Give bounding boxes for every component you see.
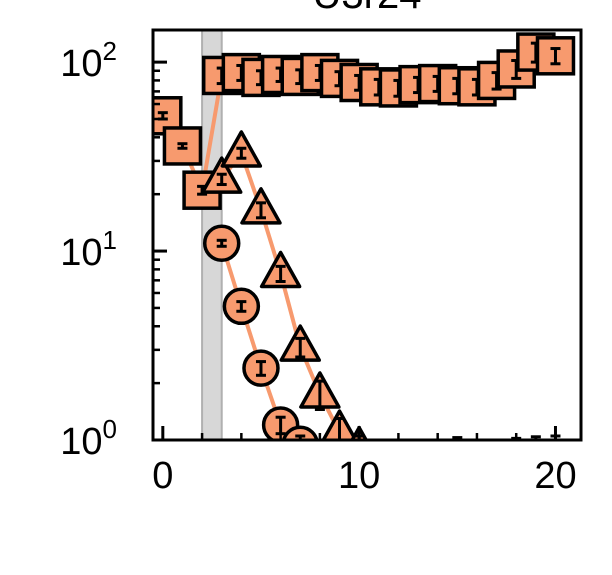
x-tick-label: 10 xyxy=(338,455,380,497)
circle-marker xyxy=(281,425,319,440)
triangle-errorbar xyxy=(275,264,286,284)
circle-errorbar xyxy=(216,238,227,248)
triangle-errorbar xyxy=(314,379,325,412)
triangle-errorbar xyxy=(334,416,345,440)
x-tick-label: 20 xyxy=(534,455,576,497)
y-tick-label: 102 xyxy=(60,36,117,85)
chart-title: U3r24 xyxy=(313,0,422,17)
bare-errorbar xyxy=(452,436,463,440)
triangle-errorbar xyxy=(236,146,247,160)
bare-errorbar xyxy=(530,435,541,440)
circle-errorbar xyxy=(255,360,266,377)
circle-errorbar xyxy=(236,300,247,313)
x-tick-label: 0 xyxy=(152,455,173,497)
y-tick-label: 100 xyxy=(60,414,117,463)
plot-frame xyxy=(151,28,583,442)
triangle-errorbar xyxy=(295,336,306,359)
triangle-errorbar xyxy=(255,201,266,220)
square-errorbar xyxy=(550,47,561,66)
square-errorbar xyxy=(177,142,188,150)
triangle-errorbar xyxy=(216,172,227,187)
y-tick-label: 101 xyxy=(60,225,117,274)
